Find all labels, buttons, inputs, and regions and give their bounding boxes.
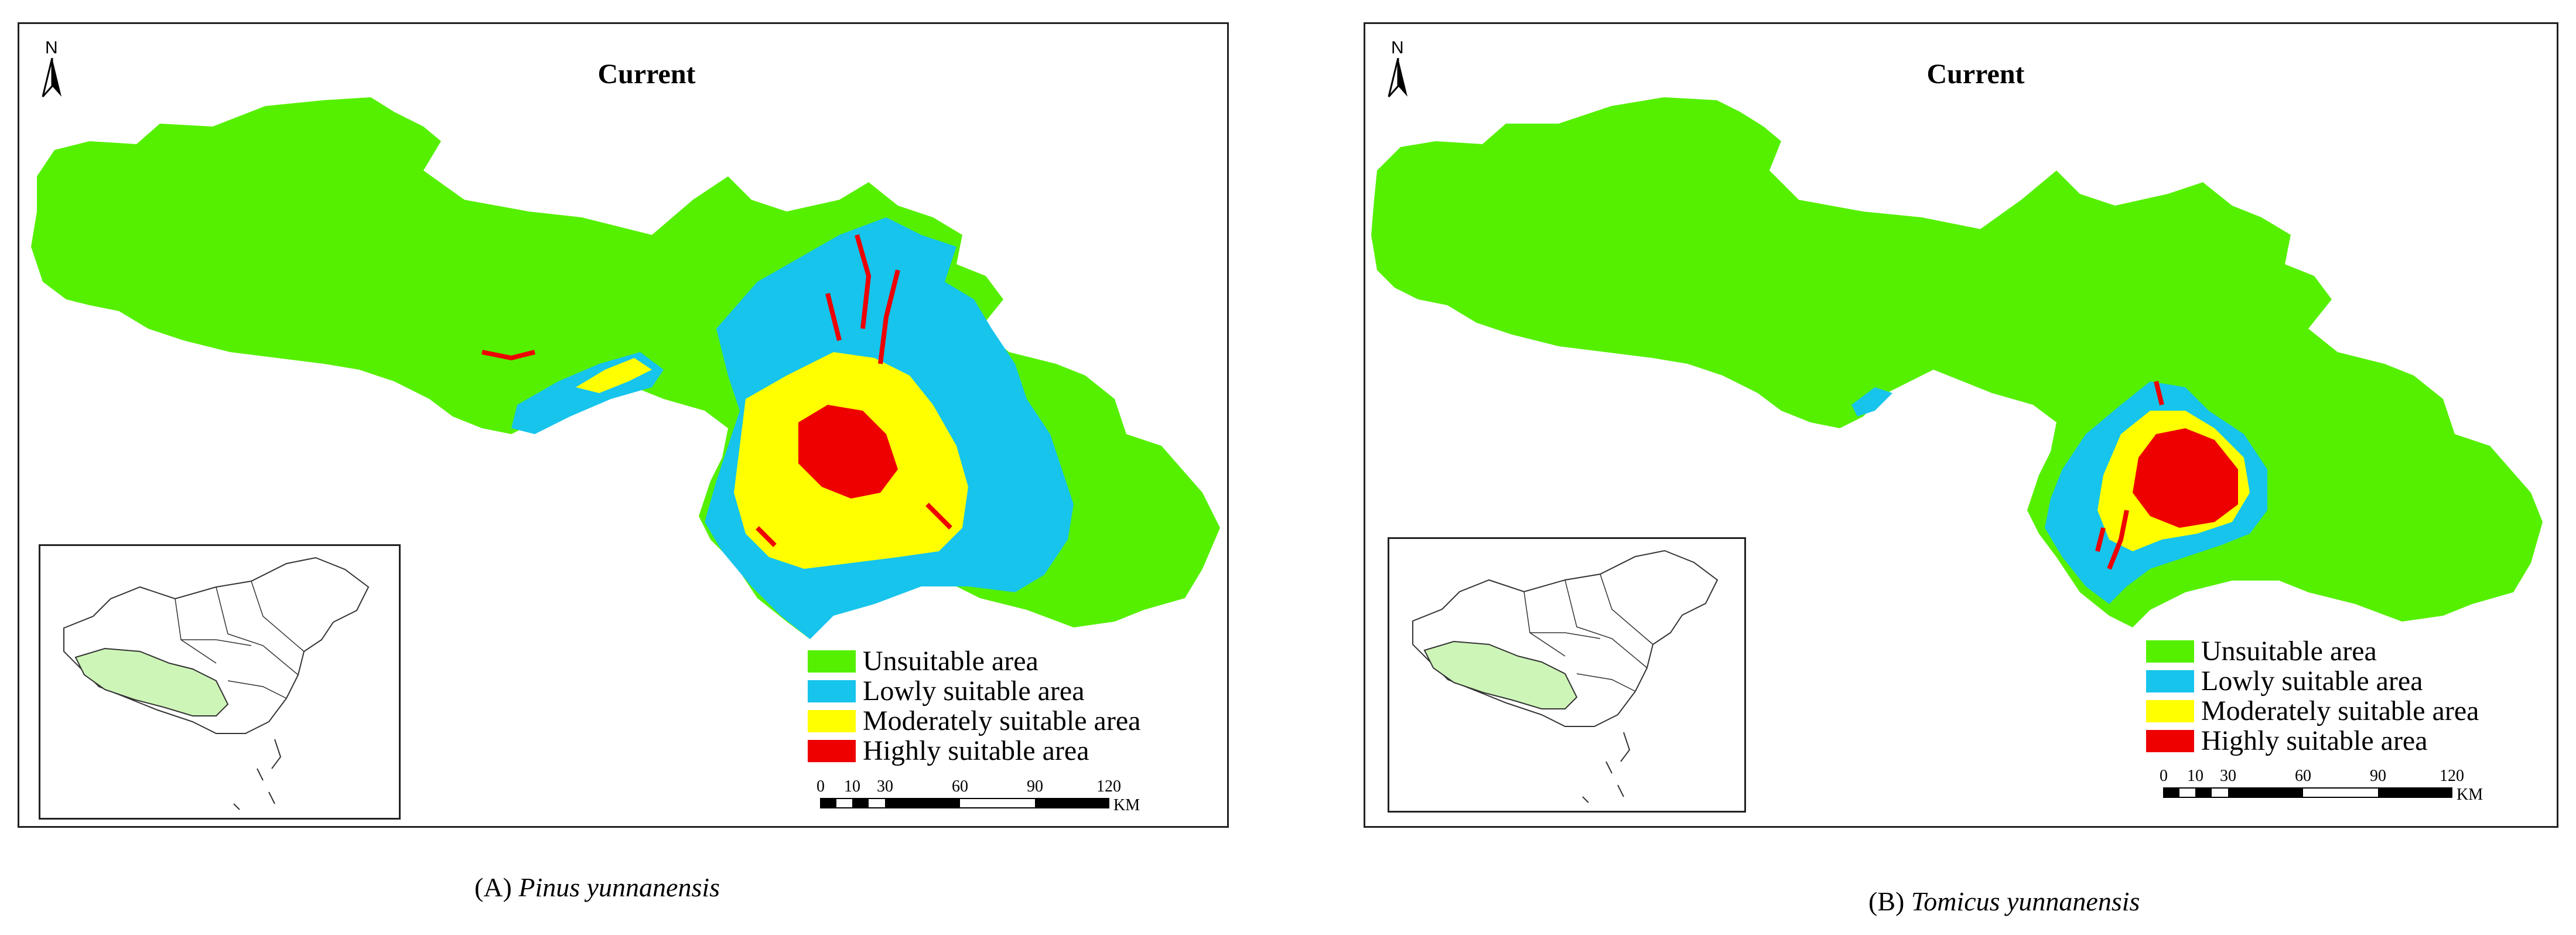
swatch-moderately: [808, 709, 856, 732]
scale-tick: 120: [2440, 767, 2464, 785]
legend-label: Moderately suitable area: [863, 705, 1141, 736]
highly-suitable-region: [2133, 428, 2238, 528]
caption-label: (B): [1868, 886, 1905, 916]
figure-caption-b: (B) Tomicus yunnanensis: [1868, 886, 2140, 917]
scale-tick: 10: [2187, 767, 2203, 785]
swatch-lowly: [2146, 670, 2194, 692]
legend-label: Highly suitable area: [863, 735, 1089, 766]
caption-species: Tomicus yunnanensis: [1911, 886, 2140, 916]
highly-suitable-region: [798, 405, 898, 499]
scale-tick: 0: [2160, 767, 2168, 785]
swatch-moderately: [2146, 699, 2194, 722]
moderately-suitable-strip: [576, 358, 652, 393]
lowly-suitable-strip: [1851, 387, 1892, 417]
scale-tick: 90: [2370, 767, 2386, 785]
scale-bar: 0 10 30 60 90 120 KM: [2159, 767, 2487, 818]
scale-bar: 0 10 30 60 90 120 KM: [816, 777, 1144, 829]
swatch-unsuitable: [2146, 640, 2194, 663]
scale-tick: 30: [2220, 767, 2236, 785]
legend-label: Highly suitable area: [2201, 725, 2428, 756]
china-outline-map: [63, 557, 370, 810]
legend-label: Lowly suitable area: [2201, 666, 2423, 697]
china-outline-map: [1412, 550, 1719, 803]
legend: Unsuitable area Lowly suitable area Mode…: [808, 646, 1140, 766]
legend-label: Unsuitable area: [2201, 636, 2377, 667]
legend-item-lowly: Lowly suitable area: [808, 676, 1140, 706]
north-arrow: N: [36, 38, 71, 103]
north-label: N: [1391, 38, 1404, 57]
north-arrow: N: [1382, 38, 1417, 103]
highly-suitable-streaks: [2095, 381, 2164, 570]
scale-unit: KM: [2457, 786, 2483, 804]
legend: Unsuitable area Lowly suitable area Mode…: [2146, 636, 2479, 756]
caption-species: Pinus yunnanensis: [518, 872, 720, 902]
swatch-unsuitable: [808, 650, 856, 673]
legend-item-highly: Highly suitable area: [2146, 726, 2479, 756]
north-arrow-icon: [1388, 58, 1407, 97]
suitability-map-b: [1371, 97, 2543, 627]
panel-title: Current: [597, 59, 696, 90]
figure-caption-a: (A) Pinus yunnanensis: [474, 872, 720, 903]
scale-tick: 0: [816, 777, 825, 796]
swatch-highly: [808, 739, 856, 762]
panel-title: Current: [1926, 59, 2025, 90]
scale-tick: 60: [952, 777, 968, 796]
legend-item-lowly: Lowly suitable area: [2146, 666, 2479, 696]
legend-item-moderately: Moderately suitable area: [2146, 696, 2479, 726]
scale-tick: 30: [877, 777, 893, 796]
suitability-map-a: [31, 97, 1220, 639]
north-label: N: [45, 38, 58, 57]
north-arrow-icon: [42, 58, 62, 97]
scale-tick: 60: [2295, 767, 2311, 785]
scale-tick: 90: [1027, 777, 1043, 796]
legend-label: Moderately suitable area: [2201, 695, 2479, 726]
scale-tick: 10: [844, 777, 860, 796]
swatch-highly: [2146, 729, 2194, 752]
legend-label: Lowly suitable area: [863, 675, 1085, 707]
highly-suitable-streaks: [481, 234, 952, 547]
map-panel-b: N Current Unsuitable area Lowly suitable…: [1364, 22, 2558, 828]
legend-item-unsuitable: Unsuitable area: [2146, 636, 2479, 666]
caption-label: (A): [474, 872, 512, 902]
swatch-lowly: [808, 680, 856, 702]
legend-item-highly: Highly suitable area: [808, 736, 1140, 766]
legend-item-moderately: Moderately suitable area: [808, 706, 1140, 736]
china-inset-map: [39, 544, 401, 820]
map-panel-a: N Current Unsuitable area Lowly suitable…: [18, 22, 1229, 828]
legend-label: Unsuitable area: [863, 646, 1038, 677]
china-inset-map: [1388, 537, 1746, 813]
scale-tick: 120: [1096, 777, 1121, 796]
legend-item-unsuitable: Unsuitable area: [808, 646, 1140, 676]
scale-unit: KM: [1113, 796, 1140, 814]
